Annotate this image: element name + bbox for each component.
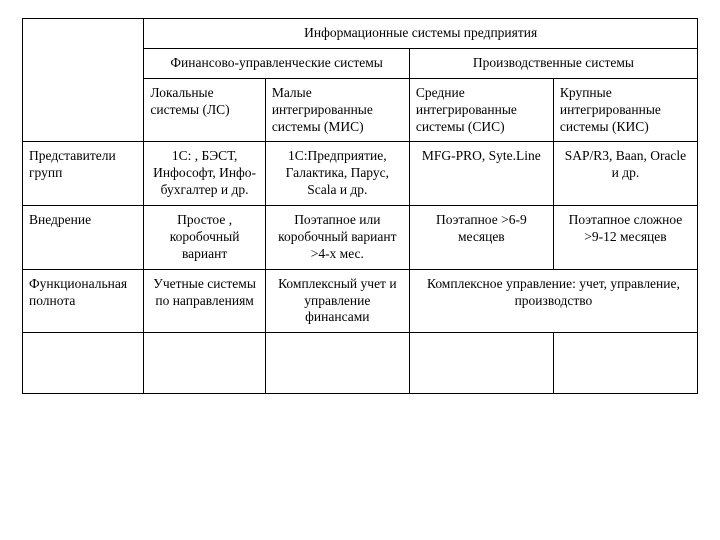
- row-implementation: Внедрение Простое , коробочный вариант П…: [23, 206, 698, 270]
- row-func-label: Функциональная полнота: [23, 269, 144, 333]
- row-impl-label: Внедрение: [23, 206, 144, 270]
- header-main: Информационные системы предприятия: [144, 19, 698, 49]
- row-repr-local: 1С: , БЭСТ, Инфософт, Инфо-бухгалтер и д…: [144, 142, 265, 206]
- header-production: Производственные системы: [409, 48, 697, 78]
- row-impl-local: Простое , коробочный вариант: [144, 206, 265, 270]
- row-func-merged: Комплексное управление: учет, управление…: [409, 269, 697, 333]
- empty-cell-0: [23, 333, 144, 394]
- empty-cell-1: [144, 333, 265, 394]
- row-repr-label: Представители групп: [23, 142, 144, 206]
- row-empty: [23, 333, 698, 394]
- header-row-1: Информационные системы предприятия: [23, 19, 698, 49]
- row-representatives: Представители групп 1С: , БЭСТ, Инфософт…: [23, 142, 698, 206]
- empty-cell-3: [409, 333, 553, 394]
- row-impl-small: Поэтапное или коробочный вариант >4-х ме…: [265, 206, 409, 270]
- enterprise-systems-table: Информационные системы предприятия Финан…: [22, 18, 698, 394]
- subheader-medium: Средние интегрированные системы (СИС): [409, 78, 553, 142]
- subheader-local: Локальные системы (ЛС): [144, 78, 265, 142]
- row-repr-small: 1С:Предприятие, Галактика, Парус, Scala …: [265, 142, 409, 206]
- subheader-small: Малые интегрированные системы (МИС): [265, 78, 409, 142]
- row-repr-medium: MFG-PRO, Syte.Line: [409, 142, 553, 206]
- row-functional: Функциональная полнота Учетные системы п…: [23, 269, 698, 333]
- row-func-local: Учетные системы по направлениям: [144, 269, 265, 333]
- row-impl-medium: Поэтапное >6-9 месяцев: [409, 206, 553, 270]
- header-financial: Финансово-управленческие системы: [144, 48, 409, 78]
- row-func-small: Комплексный учет и управление финансами: [265, 269, 409, 333]
- row-impl-large: Поэтапное сложное >9-12 месяцев: [553, 206, 697, 270]
- empty-cell-2: [265, 333, 409, 394]
- subheader-large: Крупные интегрированные системы (КИС): [553, 78, 697, 142]
- header-blank: [23, 19, 144, 142]
- row-repr-large: SAP/R3, Baan, Oracle и др.: [553, 142, 697, 206]
- empty-cell-4: [553, 333, 697, 394]
